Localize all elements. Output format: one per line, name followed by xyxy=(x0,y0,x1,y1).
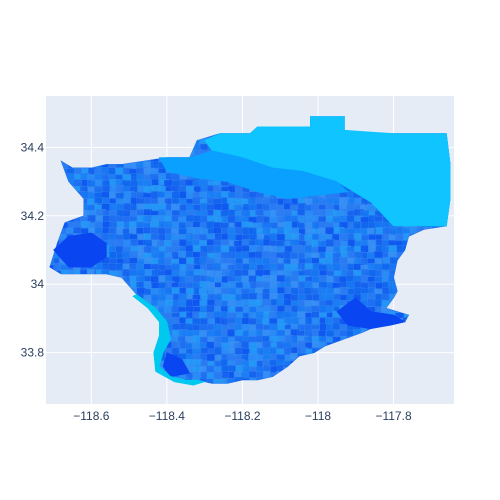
tract-tile xyxy=(453,318,462,326)
y-tick-label: 34.2 xyxy=(21,209,45,223)
tract-tile xyxy=(95,263,104,270)
tract-tile xyxy=(206,365,214,373)
tract-tile xyxy=(142,215,151,223)
tract-tile xyxy=(213,329,222,337)
x-tick-label: −117.8 xyxy=(375,409,411,423)
tract-tile xyxy=(284,215,293,222)
tract-tile xyxy=(136,281,144,289)
tract-tile xyxy=(122,210,131,218)
y-axis-ticks: 33.8 34 34.2 34.4 xyxy=(21,140,45,359)
pomona-dark-region[interactable] xyxy=(336,297,406,330)
tract-tile xyxy=(453,179,463,187)
tract-tile xyxy=(332,262,341,272)
y-tick-label: 34 xyxy=(31,277,45,291)
tract-tile xyxy=(290,294,299,302)
tract-tile xyxy=(221,347,231,354)
tract-tile xyxy=(453,145,464,151)
tract-tile xyxy=(367,298,376,307)
tract-tile xyxy=(221,293,229,301)
tract-tile xyxy=(94,197,103,204)
tract-tile xyxy=(163,305,172,314)
y-tick-label: 33.8 xyxy=(21,346,45,360)
tract-tile xyxy=(310,268,319,277)
x-tick-label: −118.4 xyxy=(149,409,185,423)
tract-tile xyxy=(453,139,462,147)
tract-tile xyxy=(193,215,202,223)
tract-tile xyxy=(452,313,463,320)
tract-tile xyxy=(233,240,243,247)
tract-tile xyxy=(240,299,250,306)
x-axis-ticks: −118.6 −118.4 −118.2 −118 −117.8 xyxy=(73,409,412,423)
tract-tile xyxy=(215,403,224,412)
tract-tile xyxy=(143,281,152,290)
tract-tile xyxy=(453,257,463,264)
tract-tile xyxy=(206,372,215,379)
south-bay-dark-region[interactable] xyxy=(162,352,191,377)
y-tick-label: 34.4 xyxy=(21,140,45,154)
tract-tile xyxy=(255,197,264,205)
tract-tile xyxy=(255,209,264,216)
tract-tile xyxy=(171,347,180,355)
tract-tile xyxy=(325,202,335,211)
tract-tile xyxy=(248,292,258,300)
tract-tile xyxy=(102,197,111,205)
tract-tile xyxy=(241,317,250,325)
tract-tile xyxy=(221,269,230,276)
x-tick-label: −118.6 xyxy=(73,409,109,423)
tract-tile xyxy=(171,191,180,200)
tract-tile xyxy=(283,298,292,306)
tract-tile xyxy=(453,271,464,278)
tract-tile xyxy=(227,251,236,259)
tract-tile xyxy=(453,240,462,248)
tract-tile xyxy=(262,257,271,265)
tract-tile xyxy=(214,287,222,294)
tract-tile xyxy=(241,324,251,331)
tract-tile xyxy=(374,288,383,295)
tract-tile xyxy=(101,191,110,199)
tract-tile xyxy=(247,227,258,236)
tract-tile xyxy=(130,238,138,246)
tract-tile xyxy=(284,334,293,343)
tract-tile xyxy=(73,227,82,234)
tract-tile xyxy=(136,227,144,235)
tract-tile xyxy=(178,250,187,258)
tract-tile xyxy=(332,322,341,330)
tract-tile xyxy=(143,197,152,205)
tract-tile xyxy=(332,299,341,307)
tract-tile xyxy=(207,245,216,252)
tract-tile xyxy=(151,203,160,212)
x-tick-label: −118 xyxy=(305,409,331,423)
tract-tile xyxy=(254,299,263,306)
tract-tile xyxy=(374,251,384,259)
tract-tile xyxy=(275,209,285,217)
north-mid-region[interactable] xyxy=(158,150,349,200)
tract-tile xyxy=(339,203,347,210)
tract-tile xyxy=(227,226,237,235)
tract-tile xyxy=(292,403,302,411)
tract-tile xyxy=(220,245,231,253)
tract-tile xyxy=(276,274,286,282)
tract-tile xyxy=(171,317,180,325)
tract-tile xyxy=(346,203,355,211)
tract-tile xyxy=(53,262,62,272)
tract-tile xyxy=(129,250,139,258)
tract-tile xyxy=(150,275,159,284)
west-valley-dark-region[interactable] xyxy=(53,232,107,268)
tract-tile xyxy=(340,263,349,271)
tract-tile xyxy=(164,221,173,228)
tract-tile xyxy=(199,300,207,307)
tract-tile xyxy=(283,251,291,260)
tract-tile xyxy=(213,263,222,271)
tract-tile xyxy=(289,352,298,360)
tract-tile xyxy=(304,324,312,332)
tract-tile xyxy=(353,221,361,230)
tract-tile xyxy=(150,161,160,169)
tract-tile xyxy=(276,263,286,271)
x-tick-label: −118.2 xyxy=(224,409,260,423)
tract-tile xyxy=(226,353,235,361)
tract-tile xyxy=(325,239,335,247)
coastal-fringe-region[interactable] xyxy=(132,294,206,386)
